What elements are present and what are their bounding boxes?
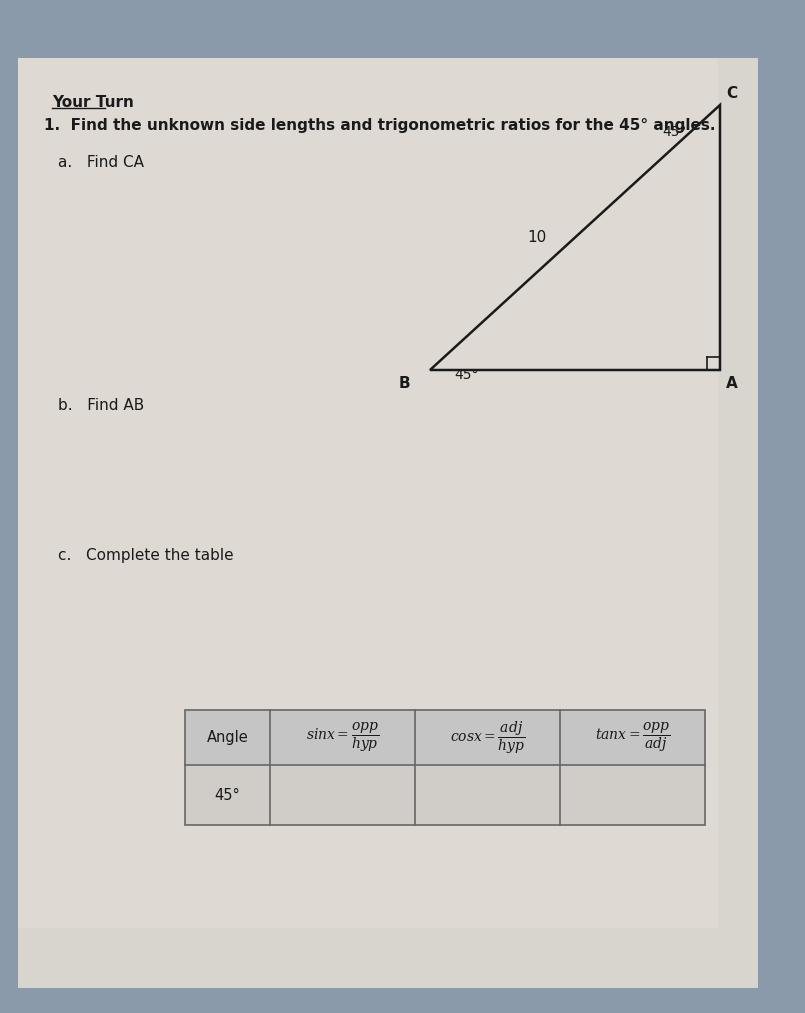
Bar bbox=[185, 710, 705, 765]
Text: $cosx = \dfrac{adj}{hyp}$: $cosx = \dfrac{adj}{hyp}$ bbox=[450, 719, 526, 756]
Text: 1.  Find the unknown side lengths and trigonometric ratios for the 45° angles.: 1. Find the unknown side lengths and tri… bbox=[44, 118, 716, 133]
Bar bbox=[185, 710, 705, 825]
Text: Your Turn: Your Turn bbox=[52, 95, 134, 110]
Bar bbox=[18, 58, 718, 928]
Text: C: C bbox=[726, 86, 737, 101]
Text: 10: 10 bbox=[527, 230, 547, 245]
Text: $sinx = \dfrac{opp}{hyp}$: $sinx = \dfrac{opp}{hyp}$ bbox=[306, 721, 379, 754]
Text: b.   Find AB: b. Find AB bbox=[58, 398, 144, 413]
Text: 45°: 45° bbox=[662, 125, 687, 139]
Text: 45°: 45° bbox=[454, 368, 478, 382]
Text: $tanx = \dfrac{opp}{adj}$: $tanx = \dfrac{opp}{adj}$ bbox=[595, 721, 671, 754]
Text: Angle: Angle bbox=[207, 730, 249, 745]
Text: B: B bbox=[398, 376, 410, 391]
Text: A: A bbox=[726, 376, 737, 391]
Text: a.   Find CA: a. Find CA bbox=[58, 155, 144, 170]
Text: 45°: 45° bbox=[215, 787, 241, 802]
Bar bbox=[185, 765, 705, 825]
Text: c.   Complete the table: c. Complete the table bbox=[58, 548, 233, 563]
